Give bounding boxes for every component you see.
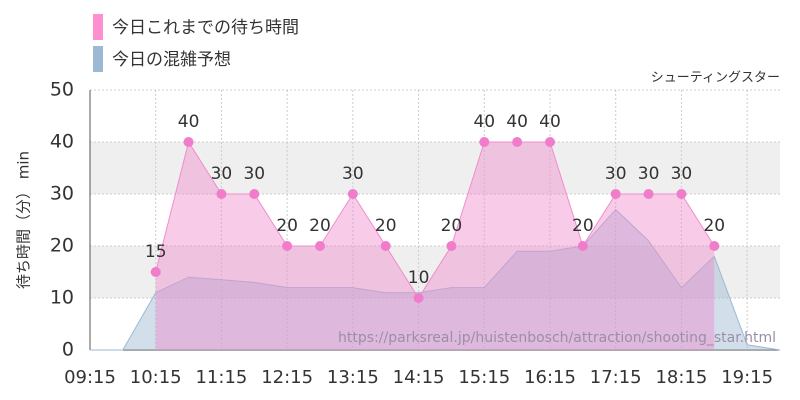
data-point [643, 189, 654, 199]
data-label: 20 [441, 216, 463, 236]
data-point [676, 189, 687, 199]
y-tick-label: 40 [50, 131, 74, 153]
data-label: 30 [638, 164, 660, 184]
y-tick-label: 10 [50, 287, 74, 309]
data-point [413, 293, 424, 303]
data-label: 10 [408, 268, 430, 288]
data-point [347, 189, 358, 199]
y-tick-label: 20 [50, 235, 74, 257]
data-label: 20 [703, 216, 725, 236]
data-label: 20 [276, 216, 298, 236]
series-line [90, 208, 781, 351]
data-label: 20 [572, 216, 594, 236]
series-area [155, 142, 715, 350]
x-tick-label: 18:15 [655, 367, 707, 388]
data-point [577, 241, 588, 251]
y-tick-label: 50 [50, 79, 74, 101]
legend-swatch [93, 14, 103, 40]
data-point [216, 189, 227, 199]
chart-subtitle: シューティングスター [651, 71, 780, 86]
x-tick-label: 19:15 [721, 367, 773, 388]
data-point [249, 189, 260, 199]
data-label: 30 [211, 164, 233, 184]
data-point [709, 241, 720, 251]
data-point [479, 137, 490, 147]
y-tick-label: 0 [62, 339, 74, 361]
data-label: 15 [145, 242, 167, 262]
legend-swatch [93, 46, 103, 72]
x-tick-label: 16:15 [524, 367, 576, 388]
data-point [315, 241, 325, 251]
data-label: 40 [473, 112, 495, 132]
x-tick-label: 13:15 [327, 367, 379, 388]
x-tick-label: 12:15 [261, 367, 313, 388]
x-tick-label: 14:15 [393, 367, 445, 388]
data-point [545, 137, 555, 147]
data-label: 30 [243, 164, 265, 184]
data-point [150, 267, 161, 277]
data-point [446, 241, 457, 251]
data-label: 30 [605, 164, 627, 184]
y-tick-label: 30 [50, 183, 74, 205]
watermark: https://parksreal.jp/huistenbosch/attrac… [338, 330, 776, 346]
series-line [155, 140, 715, 299]
data-label: 20 [309, 216, 331, 236]
data-label: 40 [539, 112, 561, 132]
data-label: 40 [506, 112, 528, 132]
data-point [610, 189, 621, 199]
data-label: 30 [342, 164, 364, 184]
x-tick-label: 11:15 [195, 367, 247, 388]
data-label: 30 [671, 164, 693, 184]
series-area [90, 209, 780, 350]
x-tick-label: 17:15 [590, 367, 642, 388]
legend-label: 今日の混雑予想 [112, 50, 231, 70]
x-tick-label: 15:15 [458, 367, 510, 388]
data-label: 40 [178, 112, 200, 132]
data-point [282, 241, 293, 251]
x-tick-label: 09:15 [64, 367, 116, 388]
data-label: 20 [375, 216, 397, 236]
data-point [183, 137, 194, 147]
data-point [380, 241, 391, 251]
legend-label: 今日これまでの待ち時間 [112, 18, 299, 38]
y-axis-label: 待ち時間（分） min [15, 151, 33, 289]
x-tick-label: 10:15 [130, 367, 182, 388]
data-point [512, 137, 523, 147]
